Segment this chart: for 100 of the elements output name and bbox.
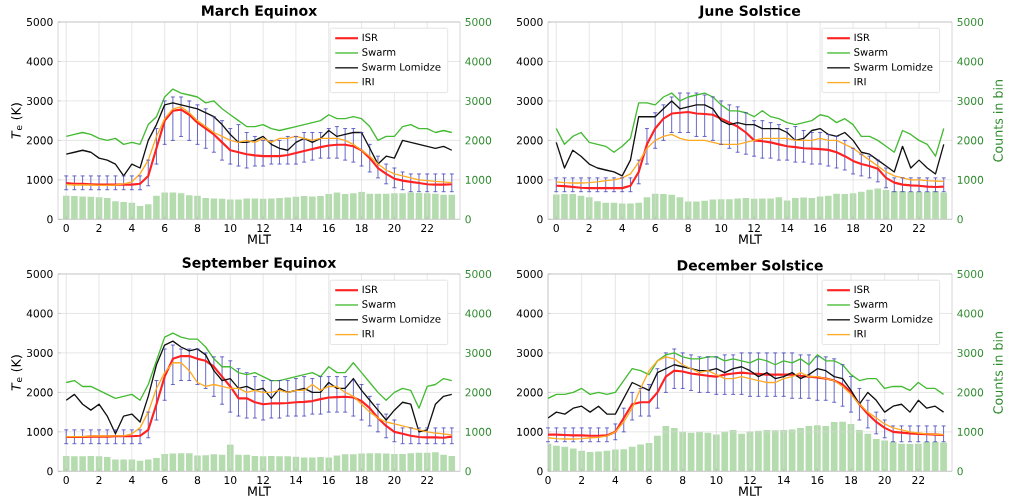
x-tick-label: 14 [778,476,790,484]
legend-label: IRI [362,329,374,338]
legend-label: Swarm Lomidze [362,63,441,71]
bar [177,193,185,220]
x-tick-label: 4 [619,224,626,232]
bar [676,197,684,220]
x-tick-label: 20 [388,224,401,233]
legend-label: Swarm Lomidze [854,315,933,323]
x-tick-label: 12 [744,476,756,484]
y-tick-label: 2000 [26,388,53,397]
y2-tick-label: 3000 [957,96,984,105]
y-tick-label: 2000 [516,136,543,145]
x-tick-label: 16 [323,224,335,233]
chart-title: March Equinox [202,5,317,19]
bar [643,197,651,220]
legend-label: IRI [854,329,866,338]
y-tick-label: 1000 [27,175,53,184]
x-tick-label: 0 [63,224,69,233]
y-tick-label: 0 [47,215,53,224]
x-tick-label: 2 [96,224,102,232]
x-tick-label: 8 [194,476,201,485]
y2-tick-label: 4000 [465,57,492,66]
legend-label: IRI [362,77,374,86]
bar [374,453,382,472]
x-tick-label: 20 [880,224,893,233]
x-tick-label: 22 [421,476,433,484]
x-tick-label: 2 [96,476,102,484]
y-tick-label: 4000 [516,57,543,66]
y2-tick-label: 5000 [465,17,492,27]
legend-label: Swarm [362,300,396,308]
x-tick-label: 0 [553,224,559,233]
x-tick-label: 6 [646,476,652,485]
chart-title: September Equinox [182,257,337,271]
x-tick-label: 16 [814,224,827,233]
x-axis-title: MLT [248,234,272,244]
y-tick-label: 0 [537,467,543,476]
y-tick-label: 3000 [26,96,53,105]
bar [169,192,177,220]
legend-label: ISR [362,33,378,42]
y-tick-label: 1000 [517,175,543,184]
x-tick-label: 18 [355,224,368,233]
y-tick-label: 5000 [26,269,53,279]
legend-label: Swarm [854,48,888,56]
x-tick-label: 10 [715,224,728,233]
y-tick-label: 3000 [516,348,543,357]
bar [300,196,308,220]
line-series [65,340,453,435]
x-tick-label: 0 [545,476,551,485]
x-tick-label: 16 [811,476,824,485]
x-tick-label: 10 [710,476,723,485]
y2-tick-label: 5000 [465,269,492,279]
x-tick-label: 6 [652,224,658,233]
x-tick-label: 22 [912,476,925,484]
y2-tick-label: 5000 [957,17,984,27]
y2-tick-label: 2000 [957,388,984,397]
y2-axis-title: Counts in bin [993,80,1003,162]
x-tick-label: 6 [162,224,168,233]
bar [407,453,415,472]
bar [407,192,415,220]
x-tick-label: 20 [878,476,891,485]
y-tick-label: 2000 [26,136,53,145]
y2-tick-label: 0 [957,215,963,224]
bar [797,427,804,472]
y2-tick-label: 3000 [465,96,492,105]
bar [595,451,602,472]
y2-tick-label: 1000 [465,427,492,436]
x-axis-title: MLT [248,486,272,496]
y2-tick-label: 2000 [465,136,492,145]
bar [210,454,218,472]
legend-label: IRI [854,77,866,86]
x-axis-title: MLT [739,234,763,244]
y-tick-label: 3000 [26,348,53,357]
y2-tick-label: 1000 [465,175,492,184]
x-tick-label: 18 [845,476,858,485]
x-tick-label: 16 [323,476,335,485]
bar [333,192,341,220]
chart-title: December Solstice [677,259,823,271]
legend-label: Swarm Lomidze [362,315,441,323]
y-axis-title: T$_{e}$ (K) [11,355,23,391]
x-tick-label: 14 [781,224,794,232]
y2-tick-label: 0 [465,467,471,476]
y-tick-label: 1000 [517,427,543,436]
legend-label: ISR [854,285,870,294]
y2-tick-label: 2000 [465,388,492,397]
x-tick-label: 4 [612,476,619,484]
y-tick-label: 4000 [26,309,53,318]
y-tick-label: 2000 [516,388,543,397]
y2-tick-label: 4000 [465,309,492,318]
y2-tick-label: 4000 [957,57,984,66]
x-tick-label: 22 [421,224,433,232]
x-tick-label: 8 [194,224,201,233]
x-tick-label: 0 [63,476,69,485]
legend-label: Swarm [362,48,396,56]
x-tick-label: 14 [290,476,303,484]
y-tick-label: 5000 [26,17,53,27]
x-axis-title: MLT [739,486,763,496]
line-series [555,92,945,157]
y-tick-label: 4000 [26,57,53,66]
y-tick-label: 0 [537,215,543,224]
y-tick-label: 4000 [516,309,543,318]
